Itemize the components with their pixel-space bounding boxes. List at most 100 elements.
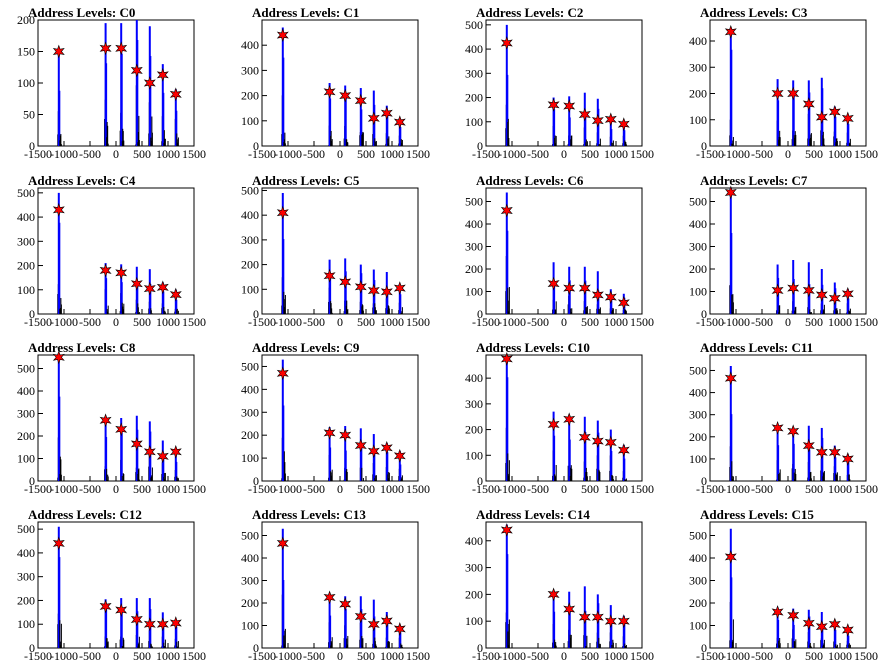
- marker-star: [841, 286, 854, 301]
- x-tick-label: 1500: [854, 147, 878, 161]
- y-tick-label: 300: [241, 233, 259, 247]
- marker-star: [393, 281, 406, 296]
- panel-title: Address Levels: C5: [252, 173, 360, 188]
- x-tick-label: -1500: [696, 315, 724, 329]
- marker-star: [99, 599, 112, 614]
- x-tick-label: 1500: [406, 315, 430, 329]
- y-tick-label: 100: [465, 614, 483, 628]
- marker-star: [724, 549, 737, 564]
- y-tick-label: 200: [241, 89, 259, 103]
- panel-c0: Address Levels: C0 0 50 100 150 200 -1500-1000…: [17, 5, 206, 161]
- marker-star: [617, 443, 630, 458]
- marker-star: [169, 87, 182, 102]
- marker-star: [393, 115, 406, 130]
- x-tick-label: 1500: [854, 315, 878, 329]
- marker-star: [156, 449, 169, 464]
- marker-star: [354, 279, 367, 294]
- x-tick-label: 1000: [604, 649, 628, 663]
- y-tick-label: 400: [17, 546, 35, 560]
- panel-title: Address Levels: C6: [476, 173, 584, 188]
- marker-star: [828, 617, 841, 632]
- x-tick-label: -1000: [722, 315, 750, 329]
- marker-star: [771, 86, 784, 101]
- x-tick-label: 500: [805, 147, 823, 161]
- x-tick-label: -1500: [248, 482, 276, 496]
- marker-star: [578, 281, 591, 296]
- marker-star: [169, 616, 182, 630]
- y-tick-label: 150: [17, 45, 35, 59]
- panel-title: Address Levels: C10: [476, 340, 590, 355]
- x-tick-label: 500: [133, 482, 151, 496]
- x-tick-label: -500: [79, 649, 101, 663]
- x-tick-label: -1000: [274, 649, 302, 663]
- y-tick-label: 0: [477, 641, 483, 655]
- marker-star: [156, 280, 169, 295]
- panel-c10: Address Levels: C10 0 100 200 300 400 -1500-10…: [465, 340, 654, 496]
- marker-star: [771, 605, 784, 619]
- x-tick-label: 1500: [630, 482, 654, 496]
- x-tick-label: -1500: [696, 147, 724, 161]
- y-tick-label: 400: [241, 208, 259, 222]
- x-tick-label: -500: [79, 482, 101, 496]
- marker-star: [130, 436, 143, 451]
- x-tick-label: 1000: [380, 482, 404, 496]
- marker-star: [547, 587, 560, 602]
- marker-star: [802, 616, 815, 631]
- marker-star: [354, 609, 367, 624]
- x-tick-label: -1500: [24, 315, 52, 329]
- y-tick-label: 100: [241, 282, 259, 296]
- marker-star: [841, 111, 854, 126]
- x-tick-label: 500: [357, 147, 375, 161]
- panel-title: Address Levels: C1: [252, 5, 359, 20]
- x-tick-label: 0: [337, 315, 343, 329]
- marker-star: [617, 614, 630, 629]
- panel-title: Address Levels: C11: [700, 340, 813, 355]
- marker-star: [367, 111, 380, 126]
- x-tick-label: 500: [805, 315, 823, 329]
- x-tick-label: 1500: [630, 147, 654, 161]
- y-tick-label: 0: [253, 307, 259, 321]
- marker-star: [724, 24, 737, 39]
- y-tick-label: 200: [17, 13, 35, 27]
- marker-star: [815, 445, 828, 460]
- y-tick-label: 0: [29, 139, 35, 153]
- panel-c5: Address Levels: C50100200300400500-1500-…: [241, 173, 430, 329]
- marker-star: [828, 291, 841, 306]
- marker-star: [604, 112, 617, 127]
- x-tick-label: -1500: [472, 147, 500, 161]
- x-tick-label: 500: [581, 649, 599, 663]
- marker-star: [130, 276, 143, 291]
- y-tick-label: 500: [241, 529, 259, 543]
- x-tick-label: 1000: [604, 147, 628, 161]
- marker-star: [367, 617, 380, 632]
- x-tick-label: -500: [303, 649, 325, 663]
- marker-star: [276, 28, 289, 43]
- marker-star: [617, 117, 630, 132]
- y-tick-label: 0: [701, 641, 707, 655]
- x-tick-label: -1500: [472, 649, 500, 663]
- x-tick-label: 0: [785, 147, 791, 161]
- y-tick-label: 100: [17, 452, 35, 466]
- marker-star: [815, 619, 828, 634]
- x-tick-label: 0: [561, 482, 567, 496]
- marker-star: [787, 608, 800, 623]
- y-tick-label: 0: [477, 474, 483, 488]
- marker-star: [547, 276, 560, 291]
- y-tick-label: 0: [253, 139, 259, 153]
- x-tick-label: 1000: [828, 315, 852, 329]
- y-tick-label: 100: [689, 452, 707, 466]
- y-tick-label: 500: [17, 522, 35, 536]
- y-tick-label: 500: [689, 195, 707, 209]
- y-tick-label: 100: [689, 113, 707, 127]
- y-tick-label: 400: [241, 551, 259, 565]
- y-tick-label: 300: [241, 574, 259, 588]
- marker-star: [563, 99, 576, 113]
- y-tick-label: 100: [241, 451, 259, 465]
- x-tick-label: 0: [561, 315, 567, 329]
- marker-star: [276, 536, 289, 551]
- x-tick-label: 1500: [406, 147, 430, 161]
- marker-star: [604, 290, 617, 305]
- x-tick-label: -1000: [498, 315, 526, 329]
- x-tick-label: -1000: [274, 315, 302, 329]
- y-tick-label: 500: [689, 529, 707, 543]
